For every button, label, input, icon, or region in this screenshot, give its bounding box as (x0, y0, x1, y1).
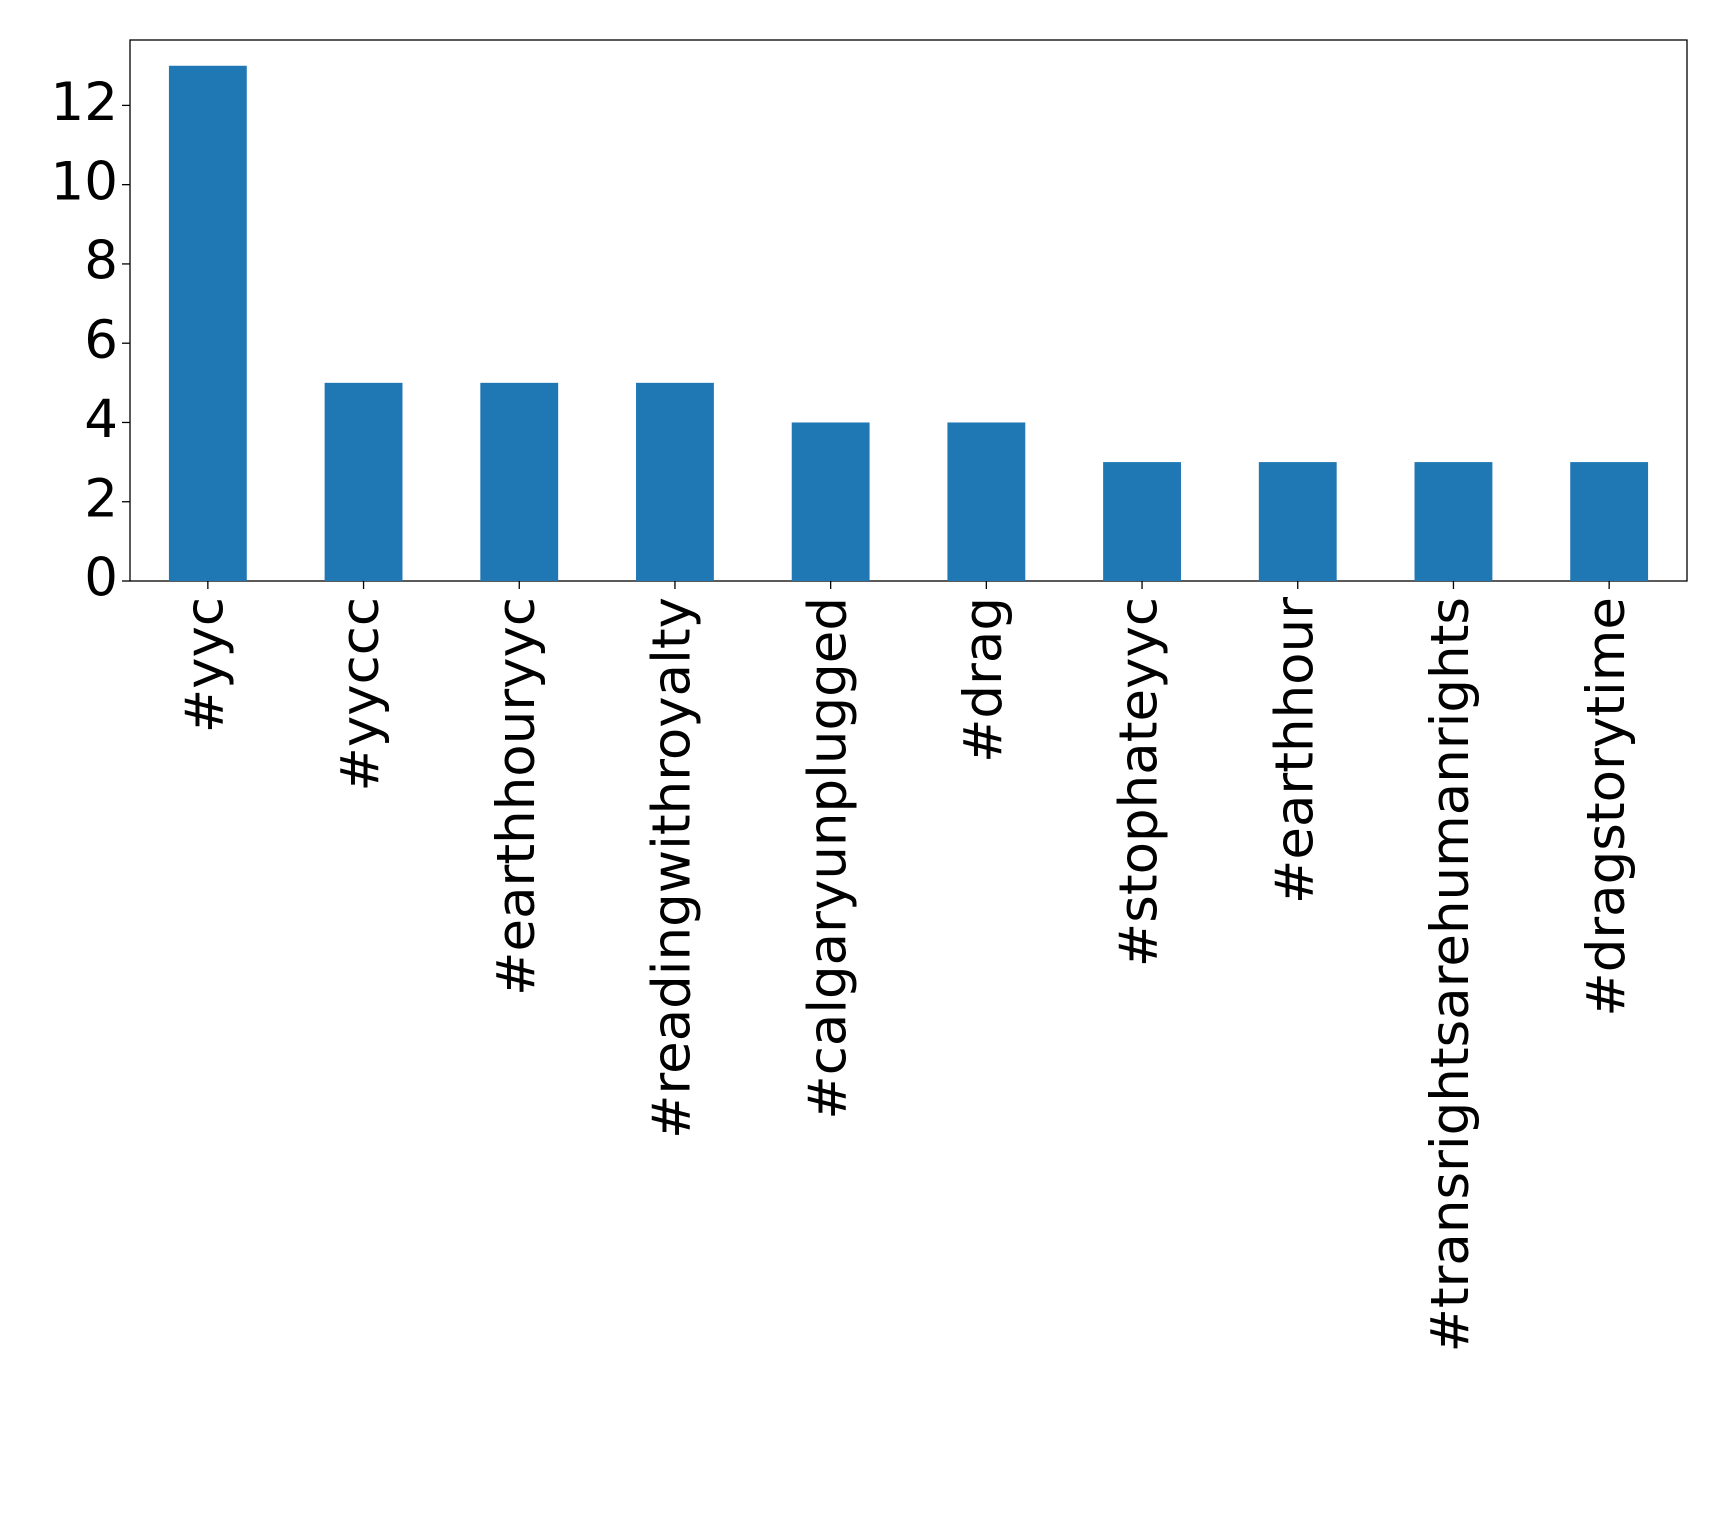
x-tick-label: #drag (953, 597, 1014, 763)
x-tick-label: #stophateyyc (1109, 597, 1170, 967)
bar (636, 382, 714, 581)
x-tick-label: #earthhour (1264, 597, 1325, 904)
bar (1570, 462, 1649, 581)
y-tick-label: 10 (51, 151, 118, 212)
x-tick-label: #dragstorytime (1576, 597, 1637, 1017)
y-tick-label: 6 (84, 310, 118, 371)
bar (1103, 462, 1181, 581)
bar (480, 382, 559, 581)
x-tick-label: #earthhouryyc (486, 597, 547, 996)
bar (168, 65, 247, 581)
x-tick-label: #transrightsarehumanrights (1420, 597, 1481, 1353)
bar (1414, 462, 1493, 581)
x-tick-label: #yyccc (330, 597, 391, 792)
y-tick-label: 2 (84, 468, 118, 529)
x-tick-label: #readingwithroyalty (642, 597, 703, 1139)
y-tick-label: 0 (84, 548, 118, 609)
bar (324, 382, 403, 581)
y-tick-label: 12 (51, 72, 118, 133)
plot-frame (129, 39, 1688, 582)
y-tick-label: 4 (84, 389, 118, 450)
y-tick-label: 8 (84, 231, 118, 292)
bar (1258, 462, 1337, 581)
x-tick-label: #yyc (174, 597, 235, 733)
bar (791, 422, 870, 581)
x-tick-label: #calgaryunplugged (797, 597, 858, 1120)
bar (947, 422, 1026, 581)
